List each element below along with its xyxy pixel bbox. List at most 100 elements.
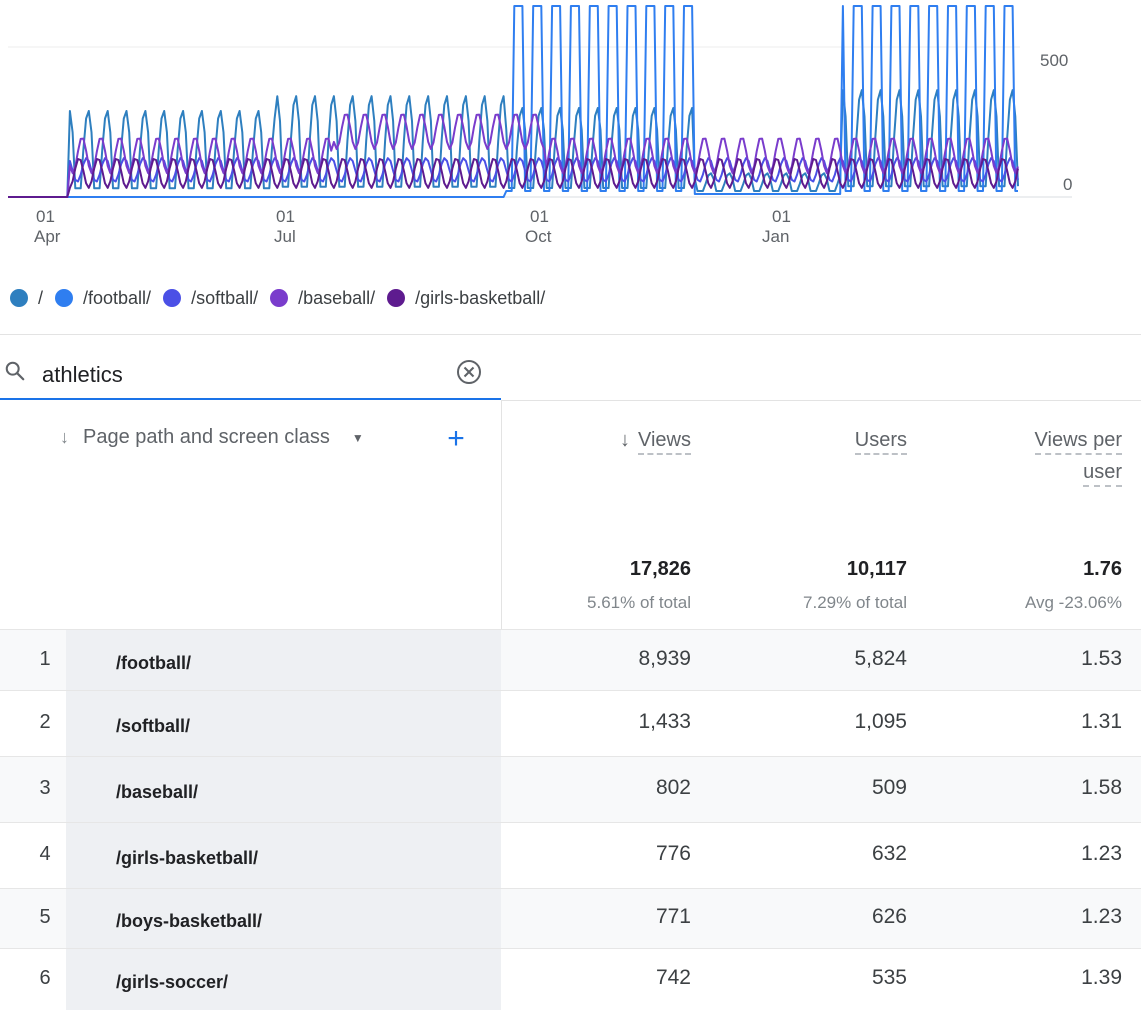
- legend-dot: [10, 289, 28, 307]
- row-path[interactable]: /football/: [116, 653, 191, 673]
- y-tick-500: 500: [1040, 51, 1068, 70]
- legend-dot: [270, 289, 289, 307]
- table-row[interactable]: 1/football/8,939 5,824 1.53: [0, 629, 1141, 691]
- total-users: 10,117: [846, 558, 907, 580]
- views-header-label: Views: [638, 429, 691, 455]
- total-views-per-user: 1.76: [1083, 558, 1122, 580]
- x-tick-apr-month: Apr: [34, 227, 61, 246]
- legend-item-baseball[interactable]: /baseball/: [270, 288, 375, 309]
- legend-dot: [387, 289, 406, 307]
- views-per-user-header-line1: Views per: [1034, 429, 1122, 455]
- divider: [0, 334, 1141, 335]
- row-path[interactable]: /boys-basketball/: [116, 911, 263, 931]
- total-views-per-user-avg: Avg -23.06%: [1024, 593, 1122, 612]
- row-views-per-user: 1.58: [1081, 776, 1122, 799]
- row-number: 3: [39, 777, 51, 799]
- legend-label: /girls-basketball/: [415, 287, 546, 308]
- row-views-per-user: 1.53: [1081, 647, 1122, 670]
- divider: [501, 400, 1141, 401]
- x-tick-oct-day: 01: [530, 207, 549, 226]
- row-views-per-user: 1.39: [1081, 966, 1122, 989]
- views-header[interactable]: ↓ Views: [560, 424, 691, 456]
- row-path[interactable]: /girls-soccer/: [116, 972, 229, 992]
- row-views-per-user: 1.23: [1081, 905, 1122, 928]
- row-users: 626: [871, 905, 907, 928]
- series-layer: [8, 5, 1019, 198]
- row-path[interactable]: /girls-basketball/: [116, 848, 259, 868]
- total-views-share: 5.61% of total: [587, 593, 691, 612]
- dimension-cell: [66, 889, 501, 949]
- series-girls-basketball-line: [8, 158, 1019, 198]
- users-header[interactable]: Users: [780, 424, 907, 456]
- total-views: 17,826: [629, 558, 691, 580]
- legend-label: /football/: [83, 287, 152, 308]
- views-per-user-header[interactable]: Views per user: [990, 424, 1122, 488]
- x-tick-jan-month: Jan: [762, 227, 789, 246]
- row-views: 1,433: [638, 710, 691, 733]
- chart-svg: 500 0 01 Apr 01 Jul 01 Oct 01 Jan: [8, 5, 1072, 246]
- table-row[interactable]: 3/baseball/802 509 1.58: [0, 756, 1141, 823]
- row-views: 802: [655, 776, 691, 799]
- legend-dot: [163, 289, 182, 307]
- series-baseball-line: [8, 113, 1019, 198]
- clear-search-icon[interactable]: [455, 358, 483, 386]
- legend-label: /baseball/: [298, 287, 376, 308]
- row-number: 4: [39, 843, 51, 865]
- x-tick-oct-month: Oct: [525, 227, 552, 246]
- series-football-line: [8, 5, 1018, 198]
- dimension-cell: [66, 691, 501, 757]
- row-users: 509: [871, 776, 907, 799]
- row-users: 5,824: [854, 647, 907, 670]
- row-users: 1,095: [854, 710, 907, 733]
- table-row[interactable]: 5/boys-basketball/771 626 1.23: [0, 888, 1141, 949]
- legend-label: /: [38, 287, 44, 308]
- add-dimension-button[interactable]: +: [447, 422, 465, 455]
- sort-arrow-icon: ↓: [620, 429, 630, 451]
- row-number: 6: [39, 967, 51, 989]
- table-row[interactable]: 4/girls-basketball/776 632 1.23: [0, 822, 1141, 889]
- x-tick-jul-day: 01: [276, 207, 295, 226]
- row-path[interactable]: /baseball/: [116, 782, 199, 802]
- row-views: 8,939: [638, 647, 691, 670]
- chart-legend: / /football/ /softball/ /baseball/ /girl…: [10, 284, 557, 312]
- row-users: 535: [871, 966, 907, 989]
- line-chart: 500 0 01 Apr 01 Jul 01 Oct 01 Jan: [0, 0, 1141, 260]
- row-number: 1: [39, 648, 51, 670]
- row-views: 742: [655, 966, 691, 989]
- row-number: 5: [39, 906, 51, 928]
- search-icon: [5, 361, 25, 381]
- legend-item-softball[interactable]: /softball/: [163, 288, 258, 309]
- sort-arrow-icon: ↓: [60, 427, 69, 447]
- legend-dot: [55, 289, 74, 307]
- search-underline: [0, 398, 501, 400]
- chevron-down-icon[interactable]: ▼: [351, 430, 364, 445]
- dimension-cell: [66, 630, 501, 691]
- row-views: 771: [655, 905, 691, 928]
- row-path[interactable]: /softball/: [116, 716, 191, 736]
- views-per-user-header-line2: user: [1083, 461, 1122, 487]
- row-users: 632: [871, 842, 907, 865]
- search-input[interactable]: athletics: [42, 362, 123, 387]
- y-tick-0: 0: [1063, 175, 1072, 194]
- legend-item-root[interactable]: /: [10, 288, 43, 309]
- legend-label: /softball/: [191, 287, 259, 308]
- row-views-per-user: 1.31: [1081, 710, 1122, 733]
- dimension-header[interactable]: ↓ Page path and screen class ▼: [60, 426, 364, 449]
- legend-item-girls-basketball[interactable]: /girls-basketball/: [387, 288, 545, 309]
- x-tick-jan-day: 01: [772, 207, 791, 226]
- row-views-per-user: 1.23: [1081, 842, 1122, 865]
- x-tick-apr-day: 01: [36, 207, 55, 226]
- dimension-cell: [66, 823, 501, 889]
- x-tick-jul-month: Jul: [274, 227, 296, 246]
- legend-item-football[interactable]: /football/: [55, 288, 151, 309]
- table-row[interactable]: 2/softball/1,433 1,095 1.31: [0, 690, 1141, 757]
- row-views: 776: [655, 842, 691, 865]
- dimension-header-label: Page path and screen class: [83, 426, 330, 448]
- row-number: 2: [39, 711, 51, 733]
- table-row[interactable]: 6/girls-soccer/742 535 1.39: [0, 948, 1141, 1010]
- dimension-cell: [66, 949, 501, 1010]
- users-header-label: Users: [854, 429, 907, 455]
- total-users-share: 7.29% of total: [803, 593, 907, 612]
- dimension-cell: [66, 757, 501, 823]
